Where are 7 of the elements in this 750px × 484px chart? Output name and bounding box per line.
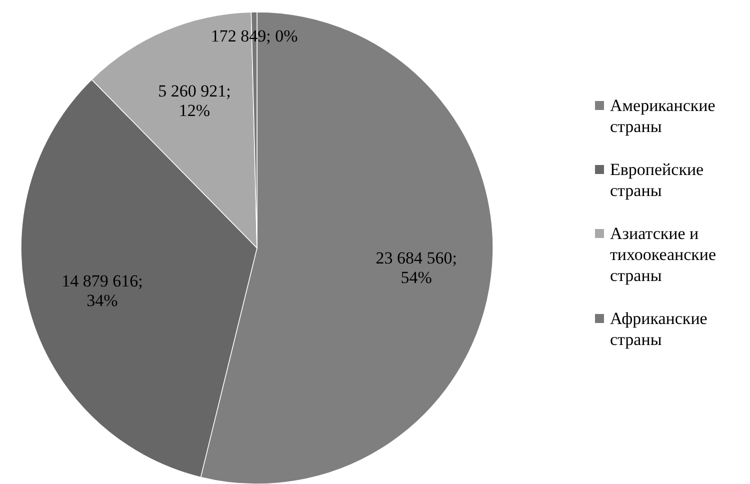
legend-label: Американские страны bbox=[610, 95, 716, 137]
legend-label: Азиатские и тихоокеанские страны bbox=[610, 223, 718, 286]
legend-label: Европейские страны bbox=[610, 159, 705, 201]
data-label: 5 260 921; 12% bbox=[158, 80, 231, 120]
data-label: 14 879 616; 34% bbox=[62, 271, 143, 310]
legend-label: Африканские страны bbox=[610, 308, 708, 350]
data-label: 23 684 560; 54% bbox=[376, 248, 457, 287]
